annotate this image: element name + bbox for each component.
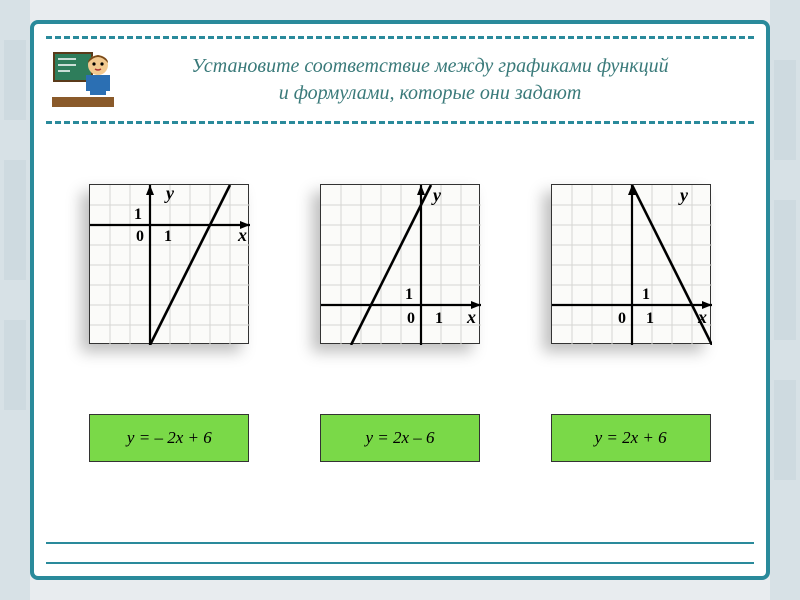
ytick-1: 1 (642, 286, 650, 303)
side-decoration-left (0, 0, 30, 600)
teacher-icon (52, 47, 114, 109)
title-line-2: и формулами, которые они задают (279, 82, 582, 104)
bottom-bar (46, 542, 754, 564)
formulas-row: y = – 2x + 6 y = 2x – 6 y = 2x + 6 (34, 414, 766, 462)
formula-2-text: y = 2x – 6 (365, 428, 434, 448)
graph-1: y x 1 0 1 (89, 184, 249, 344)
header: Установите соответствие между графиками … (46, 36, 754, 124)
formula-2[interactable]: y = 2x – 6 (320, 414, 480, 462)
formula-3[interactable]: y = 2x + 6 (551, 414, 711, 462)
xtick-1: 1 (646, 310, 654, 327)
formula-1[interactable]: y = – 2x + 6 (89, 414, 249, 462)
y-axis-label: y (431, 185, 442, 205)
ytick-1: 1 (405, 286, 413, 303)
origin-0: 0 (136, 228, 144, 245)
title: Установите соответствие между графиками … (126, 53, 734, 107)
main-frame: Установите соответствие между графиками … (30, 20, 770, 580)
formula-1-text: y = – 2x + 6 (127, 428, 212, 448)
formula-3-text: y = 2x + 6 (595, 428, 667, 448)
graph-3: y x 1 0 1 (551, 184, 711, 344)
x-axis-label: x (466, 307, 476, 327)
graph-2: y x 1 0 1 (320, 184, 480, 344)
origin-0: 0 (407, 310, 415, 327)
graphs-row: y x 1 0 1 (34, 184, 766, 344)
y-axis-label: y (678, 185, 689, 205)
title-line-1: Установите соответствие между графиками … (191, 55, 668, 77)
y-axis-label: y (164, 185, 175, 203)
xtick-1: 1 (435, 310, 443, 327)
origin-0: 0 (618, 310, 626, 327)
x-axis-label: x (237, 225, 247, 245)
ytick-1: 1 (134, 206, 142, 223)
xtick-1: 1 (164, 228, 172, 245)
side-decoration-right (770, 0, 800, 600)
